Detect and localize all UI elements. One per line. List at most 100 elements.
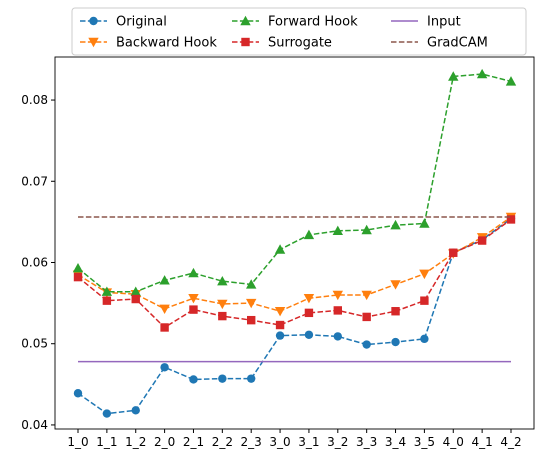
series-surrogate <box>73 215 516 332</box>
series-original <box>73 214 516 418</box>
y-tick-label: 0.06 <box>21 255 48 269</box>
data-point-surrogate <box>304 308 314 318</box>
data-point-surrogate <box>420 296 429 305</box>
data-point-forward-hook <box>390 219 401 230</box>
legend-swatch-marker <box>89 16 98 26</box>
data-point-original <box>247 374 256 383</box>
axes: 1_0 1_1 1_2 2_0 2_1 2_2 2_3 3_0 3_1 3_2 3_3 3_4 3_5 4… <box>21 56 535 449</box>
x-tick-label: 1_2 <box>125 435 146 449</box>
x-tick-label: 3_3 <box>356 435 377 449</box>
x-tick-label: 4_0 <box>443 435 464 449</box>
series-line-backward-hook <box>77 216 512 313</box>
data-point-backward-hook <box>159 304 170 314</box>
data-point-original <box>73 389 83 398</box>
data-point-backward-hook <box>390 280 401 290</box>
data-point-forward-hook <box>159 275 170 285</box>
x-tick-label: 3_0 <box>269 435 290 449</box>
y-tick-label: 0.04 <box>21 418 48 432</box>
data-point-forward-hook <box>72 262 84 273</box>
data-point-original <box>131 406 140 415</box>
legend-item-gradcam: GradCAM <box>391 36 488 51</box>
data-point-original <box>362 340 371 349</box>
data-point-original <box>160 363 169 372</box>
x-tick-label: 3_2 <box>327 435 348 449</box>
x-tick-label: 2_0 <box>154 435 175 449</box>
plot-marks <box>72 68 517 418</box>
data-point-forward-hook <box>448 71 459 81</box>
data-point-backward-hook <box>274 307 286 317</box>
data-point-backward-hook <box>217 299 228 310</box>
y-tick-label: 0.07 <box>21 174 48 188</box>
data-point-surrogate <box>160 323 169 332</box>
legend-swatch-marker <box>241 37 250 47</box>
data-point-surrogate <box>362 312 371 322</box>
plot-frame <box>54 56 535 430</box>
data-point-original <box>304 330 314 339</box>
data-point-forward-hook <box>217 275 228 286</box>
data-point-forward-hook <box>101 286 113 296</box>
legend-label: Original <box>116 15 167 30</box>
x-tick-label: 3_5 <box>414 435 435 449</box>
x-tick-label: 3_4 <box>385 435 406 449</box>
data-point-forward-hook <box>361 224 372 235</box>
legend-item-backward-hook: Backward Hook <box>80 36 217 51</box>
data-point-original <box>275 331 285 340</box>
legend-label: GradCAM <box>427 36 488 51</box>
series-backward-hook <box>72 212 517 317</box>
data-point-original <box>189 375 198 384</box>
data-point-backward-hook <box>419 269 430 280</box>
legend-item-input: Input <box>391 15 461 30</box>
data-point-original <box>102 409 112 418</box>
data-point-surrogate <box>333 306 342 315</box>
data-point-forward-hook <box>130 286 141 296</box>
y-tick-label: 0.05 <box>21 337 48 351</box>
data-point-surrogate <box>477 236 487 245</box>
data-point-forward-hook <box>476 68 488 79</box>
data-point-surrogate <box>102 296 112 305</box>
legend-swatch-marker <box>240 15 251 26</box>
legend-label: Forward Hook <box>268 15 358 30</box>
data-point-surrogate <box>73 272 83 282</box>
x-tick-label: 4_2 <box>500 435 521 449</box>
data-point-surrogate <box>275 320 285 330</box>
data-point-backward-hook <box>303 294 315 304</box>
data-point-original <box>420 334 429 344</box>
legend-label: Input <box>427 15 461 30</box>
data-point-forward-hook <box>419 218 430 228</box>
data-point-forward-hook <box>332 225 343 236</box>
x-tick-label: 2_1 <box>183 435 204 449</box>
series-line-surrogate <box>77 218 512 329</box>
legend-label: Surrogate <box>268 36 332 51</box>
data-point-backward-hook <box>332 290 343 301</box>
data-point-backward-hook <box>246 298 257 309</box>
data-point-forward-hook <box>505 76 517 86</box>
legend: Original Backward Hook Forward Hook Surroga… <box>71 7 527 56</box>
data-point-surrogate <box>391 307 400 316</box>
data-point-forward-hook <box>188 267 199 278</box>
x-tick-label: 4_1 <box>471 435 492 449</box>
data-point-original <box>391 337 400 347</box>
x-tick-label: 3_1 <box>298 435 319 449</box>
data-point-backward-hook <box>361 290 372 301</box>
data-point-surrogate <box>189 305 198 314</box>
legend-box <box>71 7 527 56</box>
data-point-forward-hook <box>246 279 257 289</box>
data-point-surrogate <box>449 248 458 257</box>
legend-item-original: Original <box>80 15 167 30</box>
data-point-surrogate <box>218 311 227 321</box>
series-forward-hook <box>72 68 517 296</box>
data-point-forward-hook <box>274 244 286 254</box>
legend-label: Backward Hook <box>116 36 217 51</box>
data-point-original <box>218 374 227 383</box>
y-tick-label: 0.08 <box>21 93 48 107</box>
series-line-forward-hook <box>77 73 512 293</box>
legend-item-forward-hook: Forward Hook <box>232 15 358 30</box>
legend-item-surrogate: Surrogate <box>232 36 332 51</box>
data-point-surrogate <box>247 315 256 325</box>
series-line-original <box>77 218 512 415</box>
data-point-original <box>333 332 342 341</box>
x-tick-label: 2_2 <box>212 435 233 449</box>
x-tick-label: 2_3 <box>241 435 262 449</box>
data-point-surrogate <box>506 215 516 224</box>
